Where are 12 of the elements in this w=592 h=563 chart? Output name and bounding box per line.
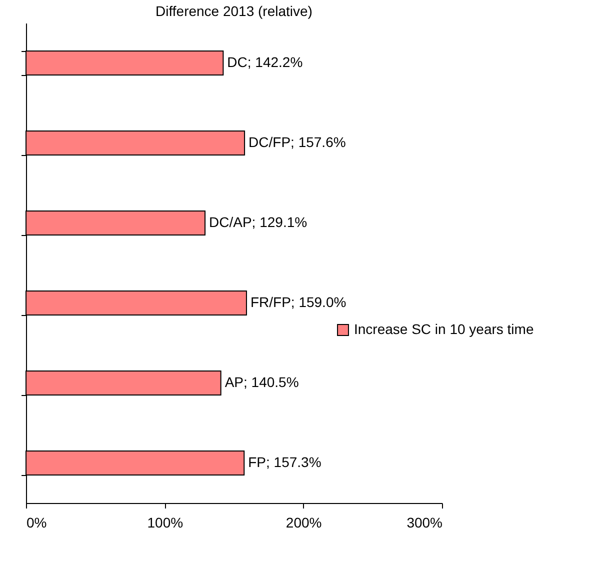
data-label: AP; 140.5% bbox=[224, 374, 299, 390]
chart-title: Difference 2013 (relative) bbox=[156, 3, 312, 19]
legend-label: Increase SC in 10 years time bbox=[354, 321, 534, 337]
data-label: FP; 157.3% bbox=[248, 454, 322, 470]
x-tick-label: 200% bbox=[286, 514, 322, 530]
data-label: FR/FP; 159.0% bbox=[250, 294, 346, 310]
data-label: DC/AP; 129.1% bbox=[209, 214, 308, 230]
x-tick-label: 0% bbox=[26, 514, 47, 530]
x-tick-label: 100% bbox=[147, 514, 184, 530]
data-label: DC/FP; 157.6% bbox=[248, 134, 346, 150]
x-tick-label: 300% bbox=[406, 514, 442, 530]
data-label: DC; 142.2% bbox=[227, 54, 303, 70]
